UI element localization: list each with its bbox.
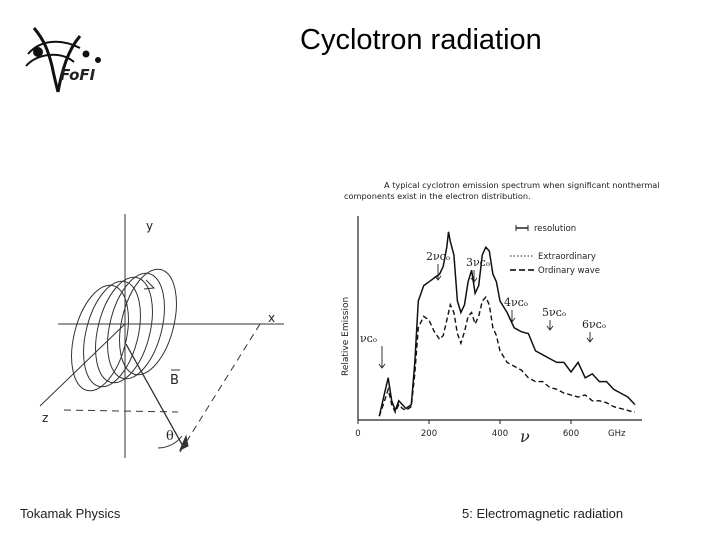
helix-loop: [107, 272, 165, 380]
helix-loop: [119, 268, 177, 376]
harmonic-label-3: 3νᴄₒ: [466, 256, 490, 269]
slide-title: Cyclotron radiation: [300, 24, 542, 56]
vector-b-label: B: [170, 373, 179, 388]
z-axis-label: z: [42, 411, 48, 425]
x-axis-label: x: [268, 311, 275, 325]
logo-text: FoFI: [60, 66, 96, 84]
helix-geometry-figure: y x z B θ: [39, 214, 284, 458]
x-tick-group: 0 200 400 600: [355, 420, 579, 439]
rotation-arrow: [143, 279, 156, 290]
logo-stroke: [32, 27, 60, 93]
y-axis-label: y: [146, 219, 153, 233]
logo-orbit: [25, 53, 75, 67]
x-tick-label: 200: [421, 429, 437, 439]
theta-label: θ: [166, 429, 174, 444]
x-unit-label: GHz: [608, 429, 626, 439]
logo-atom: [33, 47, 43, 57]
legend-ordinary-label: Ordinary wave: [538, 266, 600, 276]
legend-extraordinary-label: Extraordinary: [538, 252, 596, 262]
helix-loop: [83, 280, 141, 388]
spectrum-caption-line1: A typical cyclotron emission spectrum wh…: [384, 180, 660, 190]
logo-orbit: [27, 40, 81, 55]
spectrum-caption-line2: components exist in the electron distrib…: [344, 191, 531, 201]
x-tick-label: 0: [355, 429, 360, 439]
z-axis: [39, 323, 126, 407]
harmonic-arrow-6: [586, 332, 594, 343]
spectrum-series: [378, 231, 636, 417]
y-axis-label: Relative Emission: [341, 297, 351, 376]
x-tick-label: 600: [563, 429, 579, 439]
harmonic-arrow-5: [546, 320, 554, 331]
emission-spectrum-figure: A typical cyclotron emission spectrum wh…: [341, 180, 660, 446]
series-extraordinary-line: [378, 231, 636, 417]
harmonic-label-1: νᴄₒ: [360, 332, 377, 345]
plane-edge: [179, 323, 261, 453]
harmonic-label-4: 4νᴄₒ: [504, 296, 528, 309]
x-axis-label: ν: [520, 427, 530, 446]
x-tick-label: 400: [492, 429, 508, 439]
logo-stroke: [56, 35, 82, 93]
plane-edge: [63, 409, 179, 413]
b-vector: [125, 343, 185, 449]
series-ordinary-line: [378, 295, 636, 417]
logo-dot: [82, 50, 90, 58]
harmonic-arrow-1: [378, 346, 386, 369]
b-vector-arrow: [179, 434, 189, 452]
theta-arc: [157, 435, 183, 449]
legend-resolution-label: resolution: [534, 224, 576, 234]
logo-dot: [95, 57, 101, 63]
footer-course: Tokamak Physics: [20, 506, 121, 521]
harmonic-label-6: 6νᴄₒ: [582, 318, 606, 331]
fofi-logo: FoFI: [25, 27, 101, 93]
helix-loop: [71, 284, 129, 392]
helix-loop: [95, 276, 153, 384]
footer-chapter: 5: Electromagnetic radiation: [462, 506, 624, 521]
harmonic-label-5: 5νᴄₒ: [542, 306, 566, 319]
